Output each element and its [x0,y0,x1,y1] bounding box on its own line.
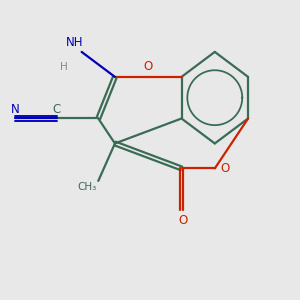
Text: CH₃: CH₃ [77,182,97,192]
Text: O: O [178,214,188,227]
Text: O: O [220,162,230,175]
Text: N: N [11,103,20,116]
Text: NH: NH [66,36,83,49]
Text: C: C [52,103,61,116]
Text: O: O [144,60,153,73]
Text: H: H [60,62,68,72]
